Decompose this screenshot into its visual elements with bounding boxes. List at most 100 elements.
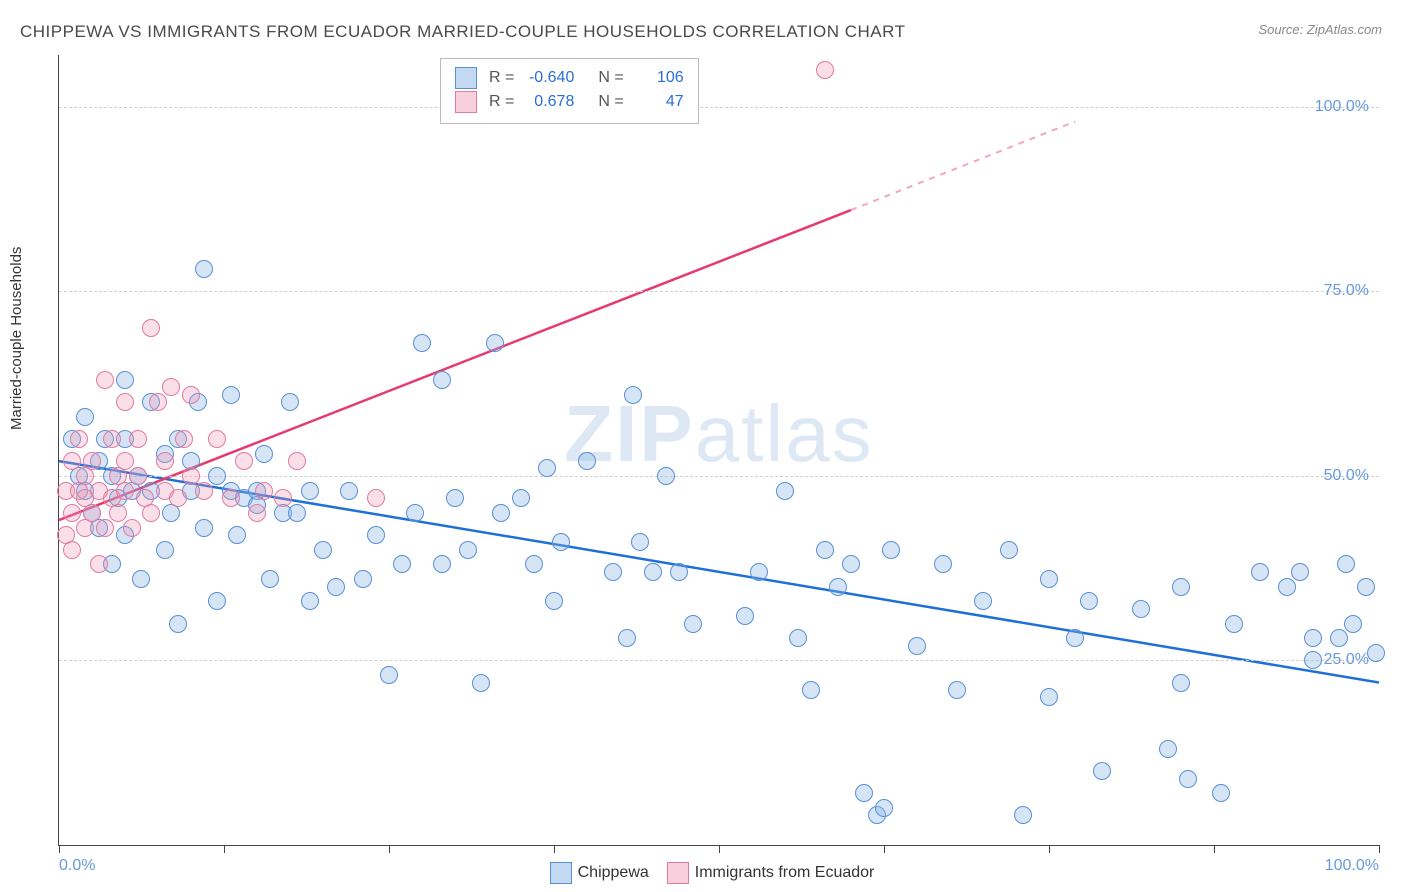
data-point [644, 563, 662, 581]
source-attribution: Source: ZipAtlas.com [1258, 22, 1382, 37]
data-point [274, 489, 292, 507]
data-point [578, 452, 596, 470]
data-point [552, 533, 570, 551]
trend-line [851, 121, 1075, 210]
data-point [83, 504, 101, 522]
data-point [103, 430, 121, 448]
x-tick [719, 845, 720, 853]
data-point [255, 482, 273, 500]
chart-title: CHIPPEWA VS IMMIGRANTS FROM ECUADOR MARR… [20, 22, 906, 42]
data-point [63, 504, 81, 522]
data-point [1291, 563, 1309, 581]
data-point [149, 393, 167, 411]
data-point [1251, 563, 1269, 581]
data-point [618, 629, 636, 647]
data-point [96, 519, 114, 537]
stats-n-label: N = [598, 93, 623, 111]
gridline [59, 291, 1379, 292]
data-point [829, 578, 847, 596]
data-point [875, 799, 893, 817]
data-point [123, 519, 141, 537]
data-point [802, 681, 820, 699]
data-point [70, 430, 88, 448]
data-point [83, 452, 101, 470]
data-point [472, 674, 490, 692]
stats-r-value: 0.678 [524, 93, 574, 111]
data-point [750, 563, 768, 581]
data-point [433, 555, 451, 573]
data-point [1000, 541, 1018, 559]
data-point [631, 533, 649, 551]
data-point [142, 319, 160, 337]
data-point [948, 681, 966, 699]
data-point [1179, 770, 1197, 788]
data-point [222, 489, 240, 507]
data-point [789, 629, 807, 647]
data-point [195, 519, 213, 537]
data-point [63, 541, 81, 559]
watermark: ZIPatlas [564, 388, 873, 480]
stats-swatch [455, 67, 477, 89]
data-point [842, 555, 860, 573]
data-point [1304, 629, 1322, 647]
stats-r-label: R = [489, 93, 514, 111]
data-point [175, 430, 193, 448]
data-point [235, 452, 253, 470]
data-point [261, 570, 279, 588]
data-point [116, 371, 134, 389]
data-point [684, 615, 702, 633]
data-point [736, 607, 754, 625]
data-point [354, 570, 372, 588]
data-point [882, 541, 900, 559]
gridline [59, 660, 1379, 661]
data-point [486, 334, 504, 352]
plot-area: ZIPatlas 25.0%50.0%75.0%100.0%0.0%100.0% [58, 55, 1379, 846]
data-point [367, 489, 385, 507]
data-point [129, 467, 147, 485]
gridline [59, 476, 1379, 477]
data-point [1172, 674, 1190, 692]
data-point [162, 378, 180, 396]
watermark-light: atlas [695, 389, 874, 478]
stats-n-value: 106 [634, 69, 684, 87]
data-point [132, 570, 150, 588]
legend-swatch [667, 862, 689, 884]
data-point [657, 467, 675, 485]
stats-r-value: -0.640 [524, 69, 574, 87]
data-point [1357, 578, 1375, 596]
data-point [314, 541, 332, 559]
data-point [855, 784, 873, 802]
y-tick-label: 50.0% [1324, 467, 1369, 485]
data-point [446, 489, 464, 507]
data-point [816, 61, 834, 79]
legend-label: Chippewa [578, 864, 649, 881]
stats-n-value: 47 [634, 93, 684, 111]
data-point [816, 541, 834, 559]
data-point [367, 526, 385, 544]
data-point [90, 555, 108, 573]
data-point [624, 386, 642, 404]
data-point [545, 592, 563, 610]
data-point [393, 555, 411, 573]
data-point [1344, 615, 1362, 633]
data-point [1066, 629, 1084, 647]
stats-legend-box: R =-0.640N =106R =0.678N =47 [440, 58, 699, 124]
data-point [281, 393, 299, 411]
x-tick [1214, 845, 1215, 853]
data-point [974, 592, 992, 610]
data-point [413, 334, 431, 352]
legend: Chippewa Immigrants from Ecuador [0, 862, 1406, 884]
y-tick-label: 25.0% [1324, 651, 1369, 669]
data-point [288, 452, 306, 470]
stats-swatch [455, 91, 477, 113]
data-point [433, 371, 451, 389]
data-point [142, 504, 160, 522]
legend-label: Immigrants from Ecuador [695, 864, 875, 881]
data-point [1132, 600, 1150, 618]
x-tick [224, 845, 225, 853]
gridline [59, 107, 1379, 108]
data-point [255, 445, 273, 463]
data-point [538, 459, 556, 477]
data-point [327, 578, 345, 596]
y-tick-label: 100.0% [1315, 98, 1369, 116]
